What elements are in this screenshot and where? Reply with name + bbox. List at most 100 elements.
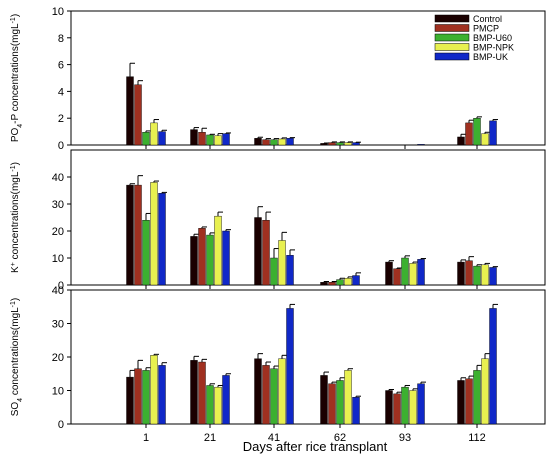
y-tick-label: 40	[52, 285, 64, 297]
bar-bmp-uk-62	[352, 142, 360, 146]
legend-label: PMCP	[473, 24, 499, 34]
legend-swatch	[434, 33, 470, 42]
y-axis-label: K+ concentrations(mgL-1)	[10, 162, 22, 273]
bar-pmcp-93	[393, 393, 401, 425]
y-tick-label: 4	[58, 86, 64, 98]
panel-bottom: 0 10 20 30 40 SO4 concentrations(mgL-1) 1 21 41 6…	[10, 285, 546, 444]
plot-frame	[70, 149, 546, 286]
panel-top: 0 2 4 6 8 10 PO4-P concentrations(mgL-1)	[10, 6, 546, 152]
bar-bmp-u60-62	[336, 279, 344, 286]
y-tick-label: 10	[52, 253, 64, 265]
bar-bmp-npk-62	[344, 370, 352, 425]
bar-bmp-uk-112	[489, 120, 497, 146]
bar-control-21	[190, 360, 198, 425]
bar-pmcp-1	[134, 184, 142, 286]
y-tick-label: 0	[58, 419, 64, 431]
bar-bmp-u60-62	[336, 142, 344, 146]
bar-bmp-npk-62	[344, 278, 352, 286]
bar-bmp-uk-93	[417, 144, 425, 146]
bar-bmp-u60-41	[270, 257, 278, 286]
x-tick-label: 93	[399, 432, 411, 444]
bar-bmp-npk-112	[481, 358, 489, 425]
bar-bmp-uk-112	[489, 308, 497, 425]
x-tick-label: 1	[143, 432, 149, 444]
bar-bmp-uk-41	[286, 138, 294, 146]
bar-bmp-npk-21	[214, 135, 222, 146]
bar-bmp-uk-21	[222, 133, 230, 146]
bar-pmcp-112	[465, 122, 473, 146]
legend-label: BMP-NPK	[473, 43, 514, 53]
bar-pmcp-21	[198, 132, 206, 146]
x-tick-label: 112	[468, 432, 486, 444]
bar-pmcp-62	[328, 282, 336, 286]
bar-pmcp-1	[134, 84, 142, 146]
bar-bmp-uk-1	[158, 365, 166, 425]
bar-bmp-uk-21	[222, 375, 230, 425]
bar-bmp-uk-1	[158, 131, 166, 146]
bar-control-41	[254, 138, 262, 146]
x-tick-label: 62	[334, 432, 346, 444]
bar-bmp-u60-112	[473, 265, 481, 286]
bar-bmp-u60-93	[401, 257, 409, 286]
bar-bmp-u60-21	[206, 385, 214, 425]
y-axis-label: PO4-P concentrations(mgL-1)	[10, 14, 24, 142]
bar-bmp-npk-41	[278, 358, 286, 425]
y-tick-label: 10	[52, 6, 64, 18]
bar-bmp-npk-41	[278, 138, 286, 146]
bar-pmcp-41	[262, 139, 270, 146]
bar-control-93	[385, 261, 393, 286]
bar-control-62	[320, 143, 328, 146]
bar-pmcp-41	[262, 365, 270, 425]
legend-swatch	[434, 14, 470, 23]
legend-label: BMP-U60	[473, 33, 512, 43]
bar-control-41	[254, 358, 262, 425]
bar-control-1	[126, 376, 134, 425]
y-axis-label: SO4 concentrations(mgL-1)	[10, 298, 24, 417]
bar-bmp-uk-21	[222, 230, 230, 286]
bar-bmp-u60-21	[206, 234, 214, 286]
x-tick-label: 21	[204, 432, 216, 444]
bar-bmp-npk-21	[214, 215, 222, 286]
y-tick-label: 2	[58, 113, 64, 125]
bar-bmp-u60-112	[473, 117, 481, 146]
bar-bmp-u60-62	[336, 380, 344, 425]
y-tick-label: 40	[52, 172, 64, 184]
y-tick-label: 20	[52, 352, 64, 364]
bar-control-21	[190, 129, 198, 146]
bar-control-93	[385, 390, 393, 425]
bar-control-1	[126, 184, 134, 286]
bar-pmcp-112	[465, 260, 473, 286]
bar-bmp-npk-41	[278, 240, 286, 286]
bar-control-41	[254, 217, 262, 286]
bar-bmp-npk-1	[150, 182, 158, 286]
x-axis-label: Days after rice transplant	[243, 439, 388, 454]
y-tick-label: 6	[58, 60, 64, 72]
bar-pmcp-41	[262, 219, 270, 286]
bar-bmp-npk-21	[214, 386, 222, 425]
bar-pmcp-1	[134, 368, 142, 425]
legend-swatch	[434, 24, 470, 32]
bar-bmp-u60-41	[270, 368, 278, 425]
bar-bmp-uk-62	[352, 397, 360, 425]
bar-pmcp-93	[393, 268, 401, 286]
bar-pmcp-21	[198, 228, 206, 286]
bar-bmp-uk-41	[286, 308, 294, 425]
bar-bmp-u60-21	[206, 134, 214, 146]
bar-pmcp-62	[328, 383, 336, 425]
bar-control-1	[126, 76, 134, 146]
y-tick-label: 0	[58, 280, 64, 292]
bar-control-112	[457, 136, 465, 146]
bar-bmp-u60-1	[142, 132, 150, 146]
plot-frame	[70, 10, 546, 146]
bar-bmp-npk-1	[150, 122, 158, 146]
y-tick-label: 0	[58, 140, 64, 152]
legend-label: Control	[473, 14, 502, 24]
bar-bmp-uk-93	[417, 383, 425, 425]
bar-bmp-u60-93	[401, 386, 409, 425]
legend-swatch	[434, 52, 470, 61]
legend-label: BMP-UK	[473, 52, 508, 62]
bar-pmcp-21	[198, 361, 206, 425]
bar-bmp-npk-112	[481, 133, 489, 146]
